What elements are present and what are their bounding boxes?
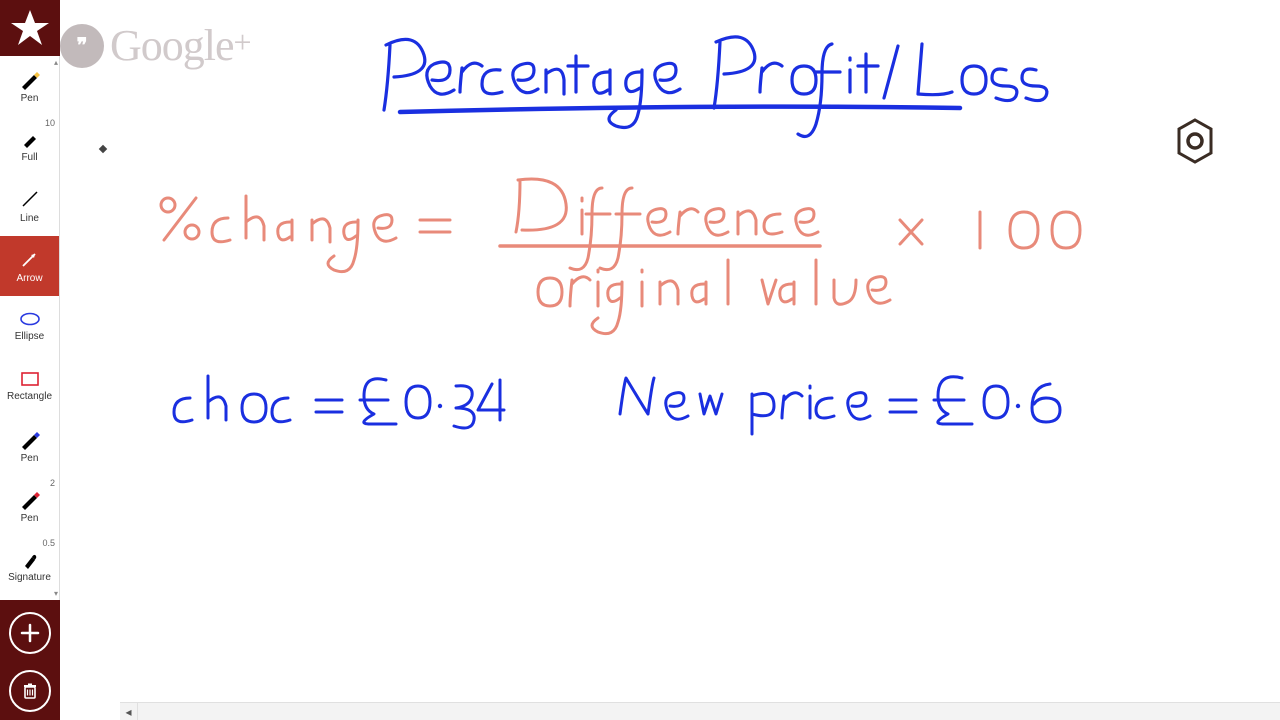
handwriting-ink <box>60 0 1280 720</box>
tool-pen-red[interactable]: 2 Pen <box>0 476 59 536</box>
tool-arrow[interactable]: Arrow <box>0 236 59 296</box>
whiteboard-canvas[interactable]: ❞ Google+ <box>60 0 1280 720</box>
tool-line[interactable]: Line <box>0 176 59 236</box>
tool-ellipse[interactable]: Ellipse <box>0 296 59 356</box>
tool-num: 0.5 <box>42 538 55 548</box>
tool-full[interactable]: 10 Full <box>0 116 59 176</box>
tool-label: Line <box>20 213 39 224</box>
tool-label: Pen <box>21 93 39 104</box>
tool-label: Signature <box>8 572 51 583</box>
tool-pen-black[interactable]: Pen <box>0 56 59 116</box>
add-button[interactable] <box>9 612 51 654</box>
tool-label: Pen <box>21 513 39 524</box>
tool-num: 2 <box>50 478 55 488</box>
tool-label: Arrow <box>16 273 42 284</box>
tool-label: Pen <box>21 453 39 464</box>
hangouts-star-icon[interactable] <box>0 0 60 56</box>
tool-pen-blue[interactable]: Pen <box>0 416 59 476</box>
scroll-track[interactable] <box>138 703 1280 720</box>
tool-num: 10 <box>45 118 55 128</box>
horizontal-scrollbar[interactable]: ◂ <box>120 702 1280 720</box>
tool-label: Rectangle <box>7 391 52 402</box>
tool-palette: ▴ Pen 10 Full Line Arrow Ellipse Rectang… <box>0 56 60 600</box>
tool-signature[interactable]: 0.5 Signature <box>0 536 59 596</box>
delete-button[interactable] <box>9 670 51 712</box>
scroll-left-icon[interactable]: ◂ <box>120 703 138 720</box>
tool-label: Full <box>21 152 37 163</box>
tool-label: Ellipse <box>15 331 44 342</box>
palette-scroll-down-icon[interactable]: ▾ <box>54 589 58 598</box>
tool-rectangle[interactable]: Rectangle <box>0 356 59 416</box>
